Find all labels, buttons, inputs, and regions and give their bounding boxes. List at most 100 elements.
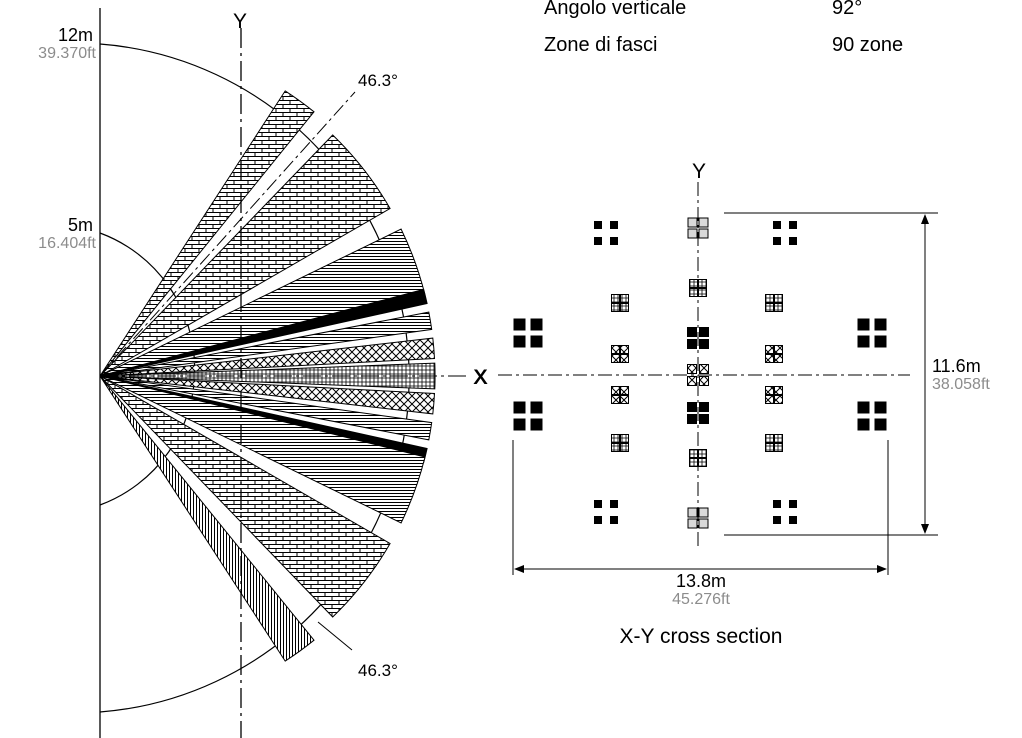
zone-square	[687, 376, 697, 386]
width-arrow-left	[514, 565, 524, 573]
zone-square	[698, 518, 709, 529]
zone-square	[687, 518, 698, 529]
zone-square	[594, 237, 602, 245]
zone-square	[513, 401, 526, 414]
zone-square	[611, 395, 620, 404]
height-metric-label: 11.6m	[932, 356, 981, 376]
zone-square	[698, 228, 709, 239]
zone-square	[687, 339, 697, 349]
beam-wedge	[99, 375, 426, 524]
zone-square	[620, 345, 629, 354]
outer-radius-imperial: 39.370ft	[38, 45, 96, 62]
zone-square	[698, 458, 707, 467]
zone-square	[874, 335, 887, 348]
zone-square	[620, 294, 629, 303]
beam-wedge	[99, 375, 433, 441]
zone-square	[611, 345, 620, 354]
spec-value-vertical-angle: 92°	[832, 0, 863, 19]
beam-wedge	[99, 337, 436, 377]
angle-label-top: 46.3°	[358, 71, 398, 90]
zone-square	[530, 401, 543, 414]
zone-square	[687, 364, 697, 374]
cross-section-view: Y 11.6m 38.058ft 13.8m 45.276ft X X-Y cr…	[473, 160, 990, 648]
spec-value-beam-zones: 90 zone	[832, 34, 904, 56]
cross-y-axis-label: Y	[692, 160, 706, 183]
zone-square	[611, 294, 620, 303]
zone-square	[611, 434, 620, 443]
zone-square	[530, 335, 543, 348]
zone-square	[513, 318, 526, 331]
zone-square	[620, 434, 629, 443]
zone-square	[774, 434, 783, 443]
cross-section-caption: X-Y cross section	[619, 625, 782, 648]
zone-square	[698, 507, 709, 518]
zone-square	[699, 402, 709, 412]
side-view: Y 12m 39.370ft 5m 16.404ft 46.3° 46.3° X	[38, 8, 488, 738]
zone-square	[594, 516, 602, 524]
zone-square	[874, 401, 887, 414]
zone-square	[765, 345, 774, 354]
zone-square	[789, 516, 797, 524]
zone-square	[689, 279, 698, 288]
zone-square	[773, 237, 781, 245]
zone-square	[774, 303, 783, 312]
zone-square	[530, 418, 543, 431]
zone-square	[610, 237, 618, 245]
zone-square	[687, 217, 698, 228]
zone-square	[513, 335, 526, 348]
height-imperial-label: 38.058ft	[932, 376, 990, 393]
beam-wedge	[99, 311, 433, 377]
zone-square	[874, 418, 887, 431]
zone-square	[774, 443, 783, 452]
zone-square	[620, 303, 629, 312]
zone-square	[774, 395, 783, 404]
zone-square	[699, 327, 709, 337]
outer-radius-metric: 12m	[58, 25, 93, 45]
spec-label-vertical-angle: Angolo verticale	[544, 0, 687, 19]
zone-square	[513, 418, 526, 431]
side-x-axis-label: X	[474, 366, 488, 389]
zone-square	[689, 458, 698, 467]
inner-radius-metric: 5m	[68, 215, 93, 235]
zone-square	[765, 434, 774, 443]
zone-square	[687, 228, 698, 239]
angle-label-bottom: 46.3°	[358, 661, 398, 680]
zone-square	[765, 395, 774, 404]
beam-wedge	[99, 288, 428, 377]
zone-square	[620, 395, 629, 404]
zone-square	[699, 414, 709, 424]
zone-square	[765, 294, 774, 303]
zone-square	[610, 221, 618, 229]
zone-square	[699, 364, 709, 374]
zone-square	[699, 376, 709, 386]
zone-square	[857, 418, 870, 431]
beam-wedge	[99, 375, 436, 415]
zone-square	[774, 294, 783, 303]
zone-square	[689, 288, 698, 297]
zone-square	[689, 449, 698, 458]
beam-wedge	[99, 90, 315, 377]
zone-square	[620, 386, 629, 395]
zone-square	[773, 221, 781, 229]
zone-square	[857, 335, 870, 348]
angle-ray-bottom	[317, 621, 353, 651]
zone-square	[789, 500, 797, 508]
zone-square	[594, 500, 602, 508]
zone-square	[765, 443, 774, 452]
spec-label-beam-zones: Zone di fasci	[544, 34, 658, 56]
side-y-axis-label: Y	[233, 10, 247, 33]
width-metric-label: 13.8m	[676, 571, 726, 591]
zone-square	[610, 516, 618, 524]
beam-wedge	[99, 375, 391, 618]
zone-square	[789, 237, 797, 245]
zone-square	[765, 386, 774, 395]
zone-square	[774, 386, 783, 395]
zone-square	[773, 500, 781, 508]
beam-wedge	[99, 375, 315, 662]
zone-square	[687, 327, 697, 337]
zone-square	[698, 279, 707, 288]
width-imperial-label: 45.276ft	[672, 591, 730, 608]
zone-square	[857, 318, 870, 331]
zone-grid	[513, 217, 887, 529]
